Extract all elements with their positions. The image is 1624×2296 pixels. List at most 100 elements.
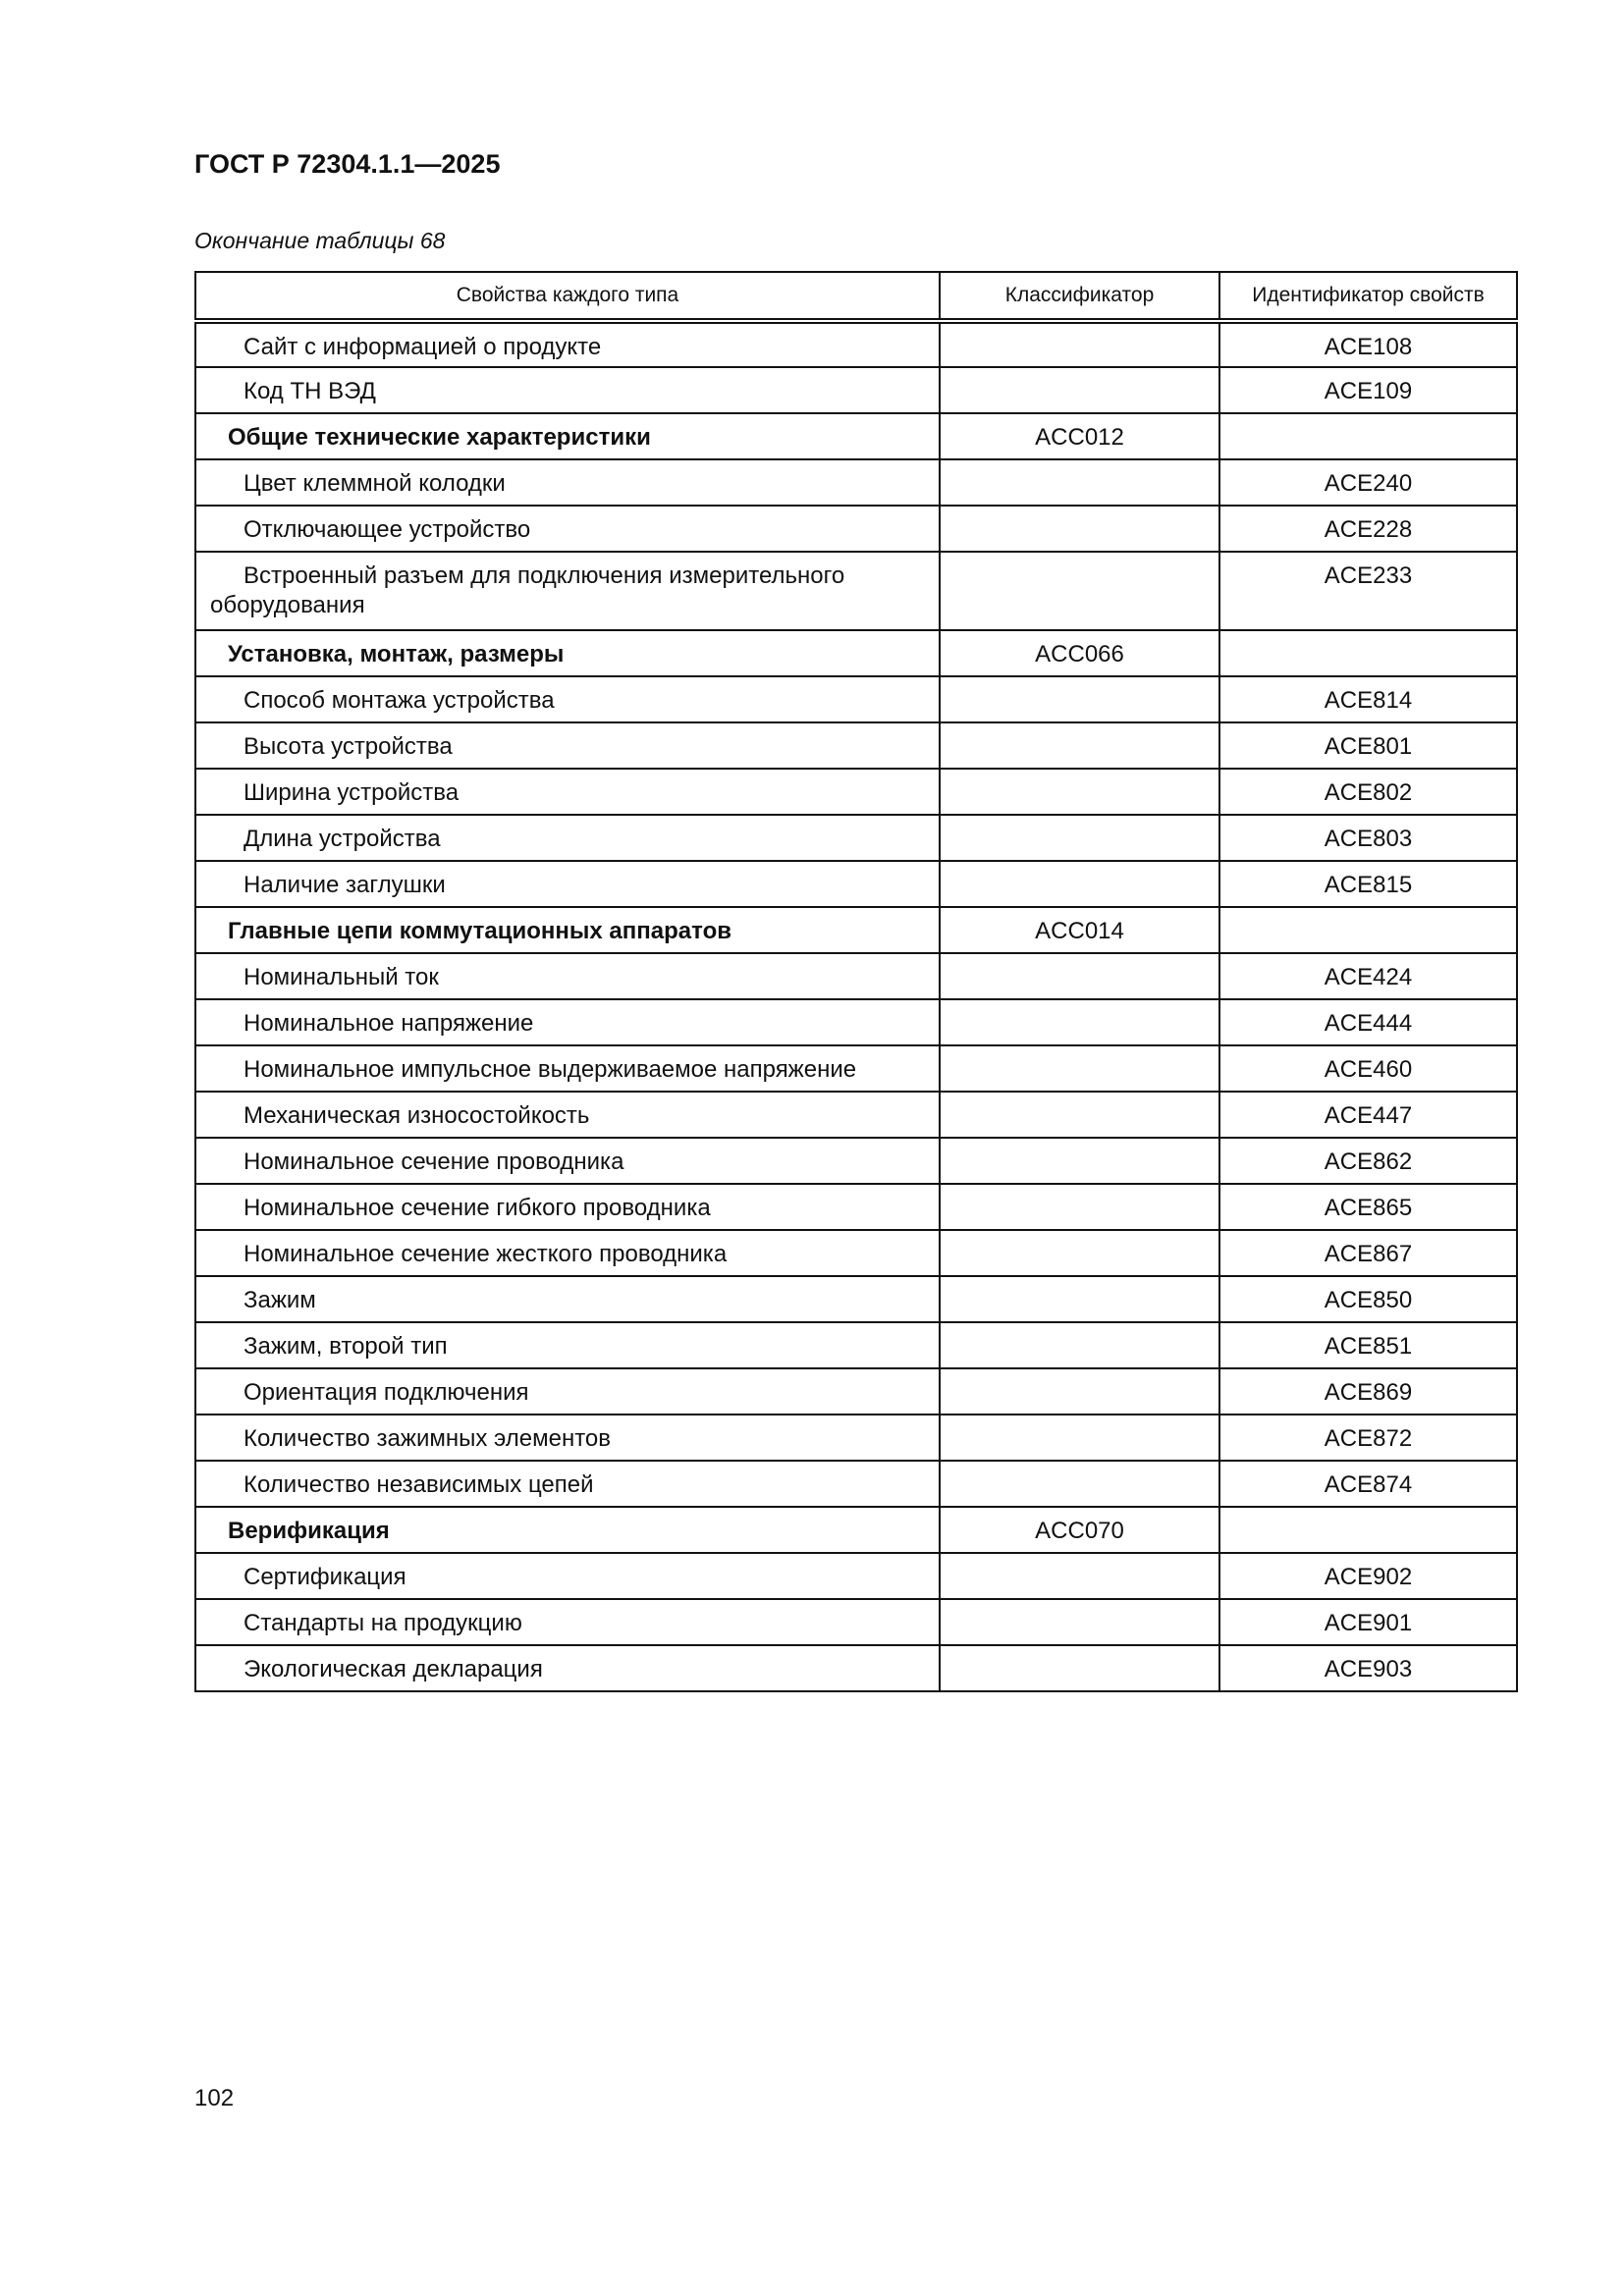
classifier-cell bbox=[939, 1367, 1220, 1415]
id-cell: ACE903 bbox=[1218, 1644, 1518, 1692]
property-cell: Механическая износостойкость bbox=[194, 1091, 941, 1139]
id-cell: ACE228 bbox=[1218, 505, 1518, 553]
property-cell: Сайт с информацией о продукте bbox=[194, 320, 941, 368]
property-cell: Цвет клеммной колодки bbox=[194, 458, 941, 507]
classifier-cell bbox=[939, 1552, 1220, 1600]
table-row: Механическая износостойкость ACE447 bbox=[194, 1091, 1518, 1139]
property-cell: Общие технические характеристики bbox=[194, 412, 941, 460]
id-cell bbox=[1218, 412, 1518, 460]
id-cell: ACE901 bbox=[1218, 1598, 1518, 1646]
table-row: Встроенный разъем для подключения измери… bbox=[194, 551, 1518, 631]
table-row: Номинальное сечение проводника ACE862 bbox=[194, 1137, 1518, 1185]
property-cell: Ширина устройства bbox=[194, 768, 941, 816]
classifier-cell bbox=[939, 1460, 1220, 1508]
classifier-cell bbox=[939, 721, 1220, 770]
id-cell: ACE902 bbox=[1218, 1552, 1518, 1600]
id-cell: ACE872 bbox=[1218, 1414, 1518, 1462]
id-cell: ACE814 bbox=[1218, 675, 1518, 723]
id-cell: ACE802 bbox=[1218, 768, 1518, 816]
classifier-cell bbox=[939, 998, 1220, 1046]
id-cell: ACE447 bbox=[1218, 1091, 1518, 1139]
classifier-cell bbox=[939, 1644, 1220, 1692]
column-header-classifier: Классификатор bbox=[939, 271, 1220, 324]
table-caption: Окончание таблицы 68 bbox=[194, 228, 446, 253]
classifier-cell bbox=[939, 1275, 1220, 1323]
property-cell: Способ монтажа устройства bbox=[194, 675, 941, 723]
property-cell: Наличие заглушки bbox=[194, 860, 941, 908]
table-row: Стандарты на продукцию ACE901 bbox=[194, 1598, 1518, 1646]
id-cell: ACE851 bbox=[1218, 1321, 1518, 1369]
column-header-id: Идентификатор свойств bbox=[1218, 271, 1518, 324]
property-cell: Номинальное напряжение bbox=[194, 998, 941, 1046]
table-row: Сертификация ACE902 bbox=[194, 1552, 1518, 1600]
table-row: Экологическая декларация ACE903 bbox=[194, 1644, 1518, 1692]
id-cell bbox=[1218, 906, 1518, 954]
property-cell: Количество зажимных элементов bbox=[194, 1414, 941, 1462]
id-cell bbox=[1218, 629, 1518, 677]
property-cell: Верификация bbox=[194, 1506, 941, 1554]
id-cell: ACE240 bbox=[1218, 458, 1518, 507]
property-cell: Номинальное импульсное выдерживаемое нап… bbox=[194, 1044, 941, 1093]
id-cell: ACE850 bbox=[1218, 1275, 1518, 1323]
property-cell: Номинальное сечение гибкого проводника bbox=[194, 1183, 941, 1231]
property-cell: Количество независимых цепей bbox=[194, 1460, 941, 1508]
classifier-cell bbox=[939, 1137, 1220, 1185]
id-cell: ACE460 bbox=[1218, 1044, 1518, 1093]
id-cell: ACE815 bbox=[1218, 860, 1518, 908]
table-row: Наличие заглушки ACE815 bbox=[194, 860, 1518, 908]
id-cell: ACE444 bbox=[1218, 998, 1518, 1046]
table-row: Номинальное напряжение ACE444 bbox=[194, 998, 1518, 1046]
classifier-cell: ACC012 bbox=[939, 412, 1220, 460]
table-row: Номинальное сечение гибкого проводника AC… bbox=[194, 1183, 1518, 1231]
property-cell: Экологическая декларация bbox=[194, 1644, 941, 1692]
classifier-cell bbox=[939, 458, 1220, 507]
table-header-row: Свойства каждого типа Классификатор Иден… bbox=[194, 271, 1518, 324]
property-cell: Номинальное сечение жесткого проводника bbox=[194, 1229, 941, 1277]
classifier-cell bbox=[939, 814, 1220, 862]
table-row: Высота устройства ACE801 bbox=[194, 721, 1518, 770]
classifier-cell bbox=[939, 505, 1220, 553]
id-cell: ACE424 bbox=[1218, 952, 1518, 1000]
property-cell: Главные цепи коммутационных аппаратов bbox=[194, 906, 941, 954]
table-row: Длина устройства ACE803 bbox=[194, 814, 1518, 862]
id-cell: ACE803 bbox=[1218, 814, 1518, 862]
classifier-cell bbox=[939, 551, 1220, 631]
table-row: Номинальное импульсное выдерживаемое нап… bbox=[194, 1044, 1518, 1093]
table-row: Цвет клеммной колодки ACE240 bbox=[194, 458, 1518, 507]
id-cell: ACE865 bbox=[1218, 1183, 1518, 1231]
table-group-row: Главные цепи коммутационных аппаратов ACC… bbox=[194, 906, 1518, 954]
table-row: Сайт с информацией о продукте ACE108 bbox=[194, 320, 1518, 368]
id-cell: ACE869 bbox=[1218, 1367, 1518, 1415]
table-row: Ширина устройства ACE802 bbox=[194, 768, 1518, 816]
table-row: Способ монтажа устройства ACE814 bbox=[194, 675, 1518, 723]
page-number: 102 bbox=[194, 2085, 235, 2111]
classifier-cell bbox=[939, 1183, 1220, 1231]
table-group-row: Установка, монтаж, размеры ACC066 bbox=[194, 629, 1518, 677]
property-cell: Длина устройства bbox=[194, 814, 941, 862]
id-cell: ACE801 bbox=[1218, 721, 1518, 770]
classifier-cell bbox=[939, 675, 1220, 723]
properties-table: Свойства каждого типа Классификатор Иден… bbox=[194, 271, 1518, 1692]
table-row: Отключающее устройство ACE228 bbox=[194, 505, 1518, 553]
table-row: Номинальный ток ACE424 bbox=[194, 952, 1518, 1000]
property-cell: Стандарты на продукцию bbox=[194, 1598, 941, 1646]
id-cell: ACE862 bbox=[1218, 1137, 1518, 1185]
id-cell: ACE109 bbox=[1218, 366, 1518, 414]
id-cell: ACE233 bbox=[1218, 551, 1518, 631]
classifier-cell bbox=[939, 1321, 1220, 1369]
id-cell: ACE874 bbox=[1218, 1460, 1518, 1508]
table-row: Количество зажимных элементов ACE872 bbox=[194, 1414, 1518, 1462]
classifier-cell bbox=[939, 1044, 1220, 1093]
document-title: ГОСТ Р 72304.1.1—2025 bbox=[194, 149, 501, 179]
classifier-cell bbox=[939, 768, 1220, 816]
classifier-cell bbox=[939, 860, 1220, 908]
classifier-cell bbox=[939, 1598, 1220, 1646]
table-group-row: Верификация ACC070 bbox=[194, 1506, 1518, 1554]
classifier-cell: ACC014 bbox=[939, 906, 1220, 954]
property-cell: Сертификация bbox=[194, 1552, 941, 1600]
id-cell bbox=[1218, 1506, 1518, 1554]
id-cell: ACE108 bbox=[1218, 320, 1518, 368]
property-cell: Номинальное сечение проводника bbox=[194, 1137, 941, 1185]
id-cell: ACE867 bbox=[1218, 1229, 1518, 1277]
classifier-cell: ACC066 bbox=[939, 629, 1220, 677]
